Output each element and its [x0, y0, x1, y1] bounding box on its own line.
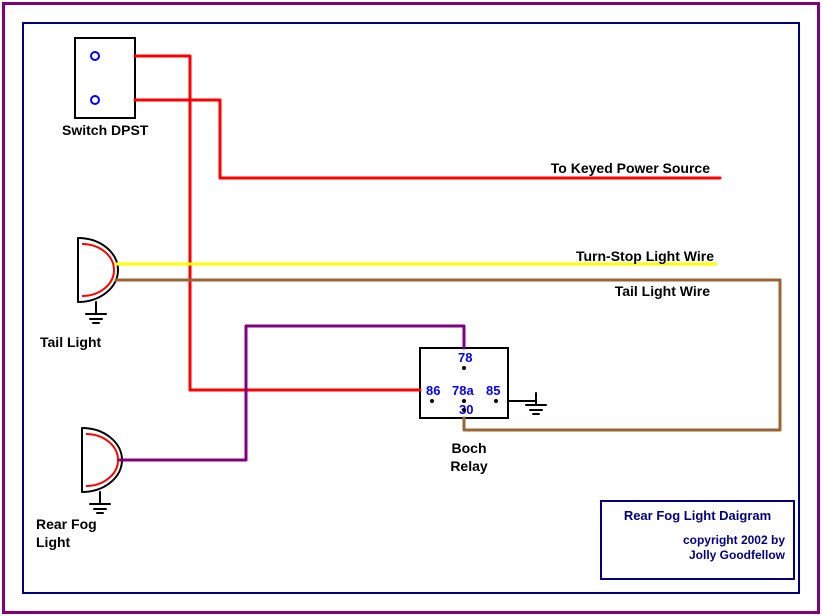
- label-power: To Keyed Power Source: [510, 160, 710, 178]
- wire-tail-light-to-relay30: [464, 280, 780, 430]
- svg-text:86: 86: [426, 383, 440, 398]
- svg-text:78a: 78a: [452, 383, 474, 398]
- diagram-canvas: 78 86 78a 85 30 Switch DPST To Keyed Power S…: [0, 0, 822, 616]
- info-copyright2: Jolly Goodfellow: [602, 548, 793, 563]
- label-rear-fog-light: Rear FogLight: [36, 516, 97, 551]
- info-copyright1: copyright 2002 by: [602, 533, 793, 548]
- label-tail-light: Tail Light: [40, 334, 101, 352]
- info-box: Rear Fog Light Daigram copyright 2002 by…: [600, 500, 795, 580]
- svg-text:85: 85: [486, 383, 500, 398]
- label-relay: BochRelay: [434, 440, 504, 475]
- label-tail-light-wire: Tail Light Wire: [590, 283, 710, 301]
- label-turn-stop: Turn-Stop Light Wire: [554, 248, 714, 266]
- wire-relay78-to-foglight: [120, 326, 464, 460]
- wire-switch-to-relay86: [135, 56, 420, 390]
- svg-text:30: 30: [459, 402, 473, 417]
- svg-text:78: 78: [458, 350, 472, 365]
- label-switch: Switch DPST: [62, 122, 148, 140]
- info-title: Rear Fog Light Daigram: [602, 508, 793, 523]
